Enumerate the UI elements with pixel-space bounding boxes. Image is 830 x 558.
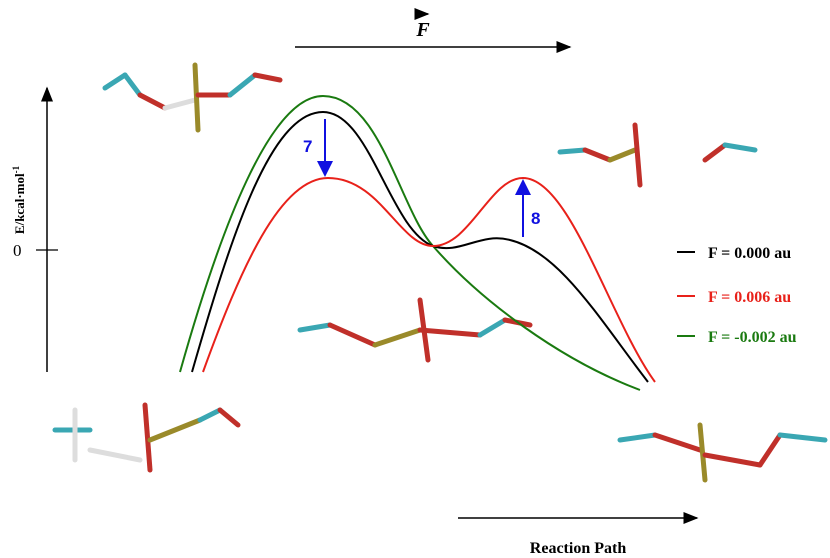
legend: F = 0.000 au F = 0.006 au F = -0.002 au	[677, 245, 797, 346]
legend-label: F = 0.006 au	[708, 289, 791, 306]
y-axis-label-sup: -1	[11, 165, 21, 173]
diagram: F 0 E/kcal·mol-1 7 8 F = 0.000 auF = 0.0…	[0, 0, 830, 558]
legend-label: F = -0.002 au	[708, 329, 797, 346]
y-axis-label-text: E/kcal·mol	[12, 173, 27, 234]
field-label: F	[415, 19, 430, 41]
legend-label: F = 0.000 au	[708, 245, 791, 262]
annotation: 7	[303, 137, 312, 156]
molecule-bottom-right	[620, 425, 825, 480]
zero-label: 0	[13, 241, 22, 260]
x-axis-label: Reaction Path	[530, 540, 627, 557]
curve-green	[180, 96, 640, 390]
molecule-bottom-left	[55, 405, 238, 470]
molecule-top-right	[560, 125, 755, 185]
molecule-top-left	[105, 65, 280, 130]
molecule-middle	[300, 300, 530, 360]
y-axis-label: E/kcal·mol-1	[11, 165, 27, 234]
annotation: 8	[531, 209, 540, 228]
